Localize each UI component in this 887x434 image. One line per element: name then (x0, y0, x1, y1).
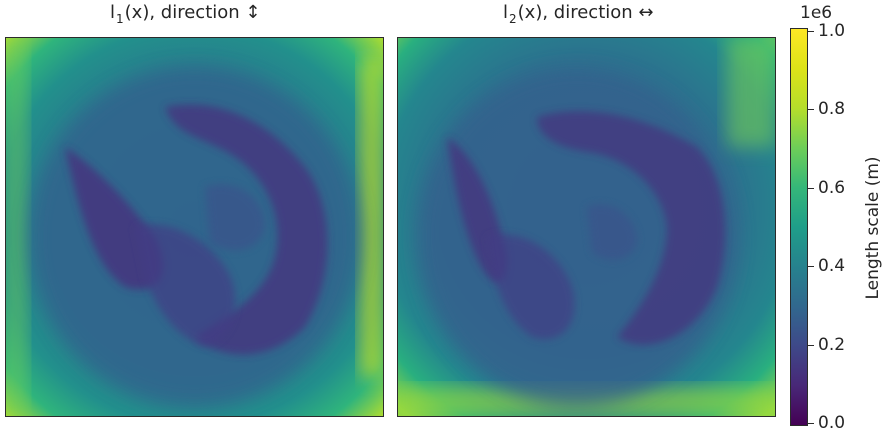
panel-1-title-main: l (110, 2, 116, 23)
colorbar-tick-label: 0.6 (818, 178, 846, 198)
colorbar-tick-label: 0.0 (818, 413, 846, 433)
colorbar-tick-mark (808, 266, 814, 267)
panel-2-title-sub: 2 (509, 12, 517, 26)
heatmap-1-frame (5, 37, 384, 417)
heatmap-1-image (5, 37, 384, 417)
colorbar-tick-mark (808, 345, 814, 346)
heatmap-panel-1 (5, 37, 384, 417)
panel-2-title: l2(x), direction ↔ (503, 2, 654, 26)
colorbar-title: Length scale (m) (863, 156, 883, 300)
panel-1-title-sub: 1 (116, 12, 124, 26)
colorbar-multiplier: 1e6 (800, 3, 833, 23)
heatmap-2-frame (397, 37, 776, 417)
colorbar-tick-mark (808, 188, 814, 189)
colorbar (790, 28, 808, 426)
colorbar-tick-label: 0.8 (818, 99, 846, 119)
colorbar-tick-mark (808, 109, 814, 110)
colorbar-tick-label: 0.4 (818, 256, 846, 276)
colorbar-tick-mark (808, 31, 814, 32)
panel-1-title-rest: (x), direction ↕ (124, 2, 261, 23)
heatmap-2-image (397, 37, 776, 417)
colorbar-tick-label: 0.2 (818, 335, 846, 355)
heatmap-panel-2 (397, 37, 776, 417)
panel-2-title-rest: (x), direction ↔ (517, 2, 654, 23)
colorbar-tick-mark (808, 423, 814, 424)
panel-2-title-main: l (503, 2, 509, 23)
colorbar-tick-label: 1.0 (818, 21, 846, 41)
panel-1-title: l1(x), direction ↕ (110, 2, 261, 26)
